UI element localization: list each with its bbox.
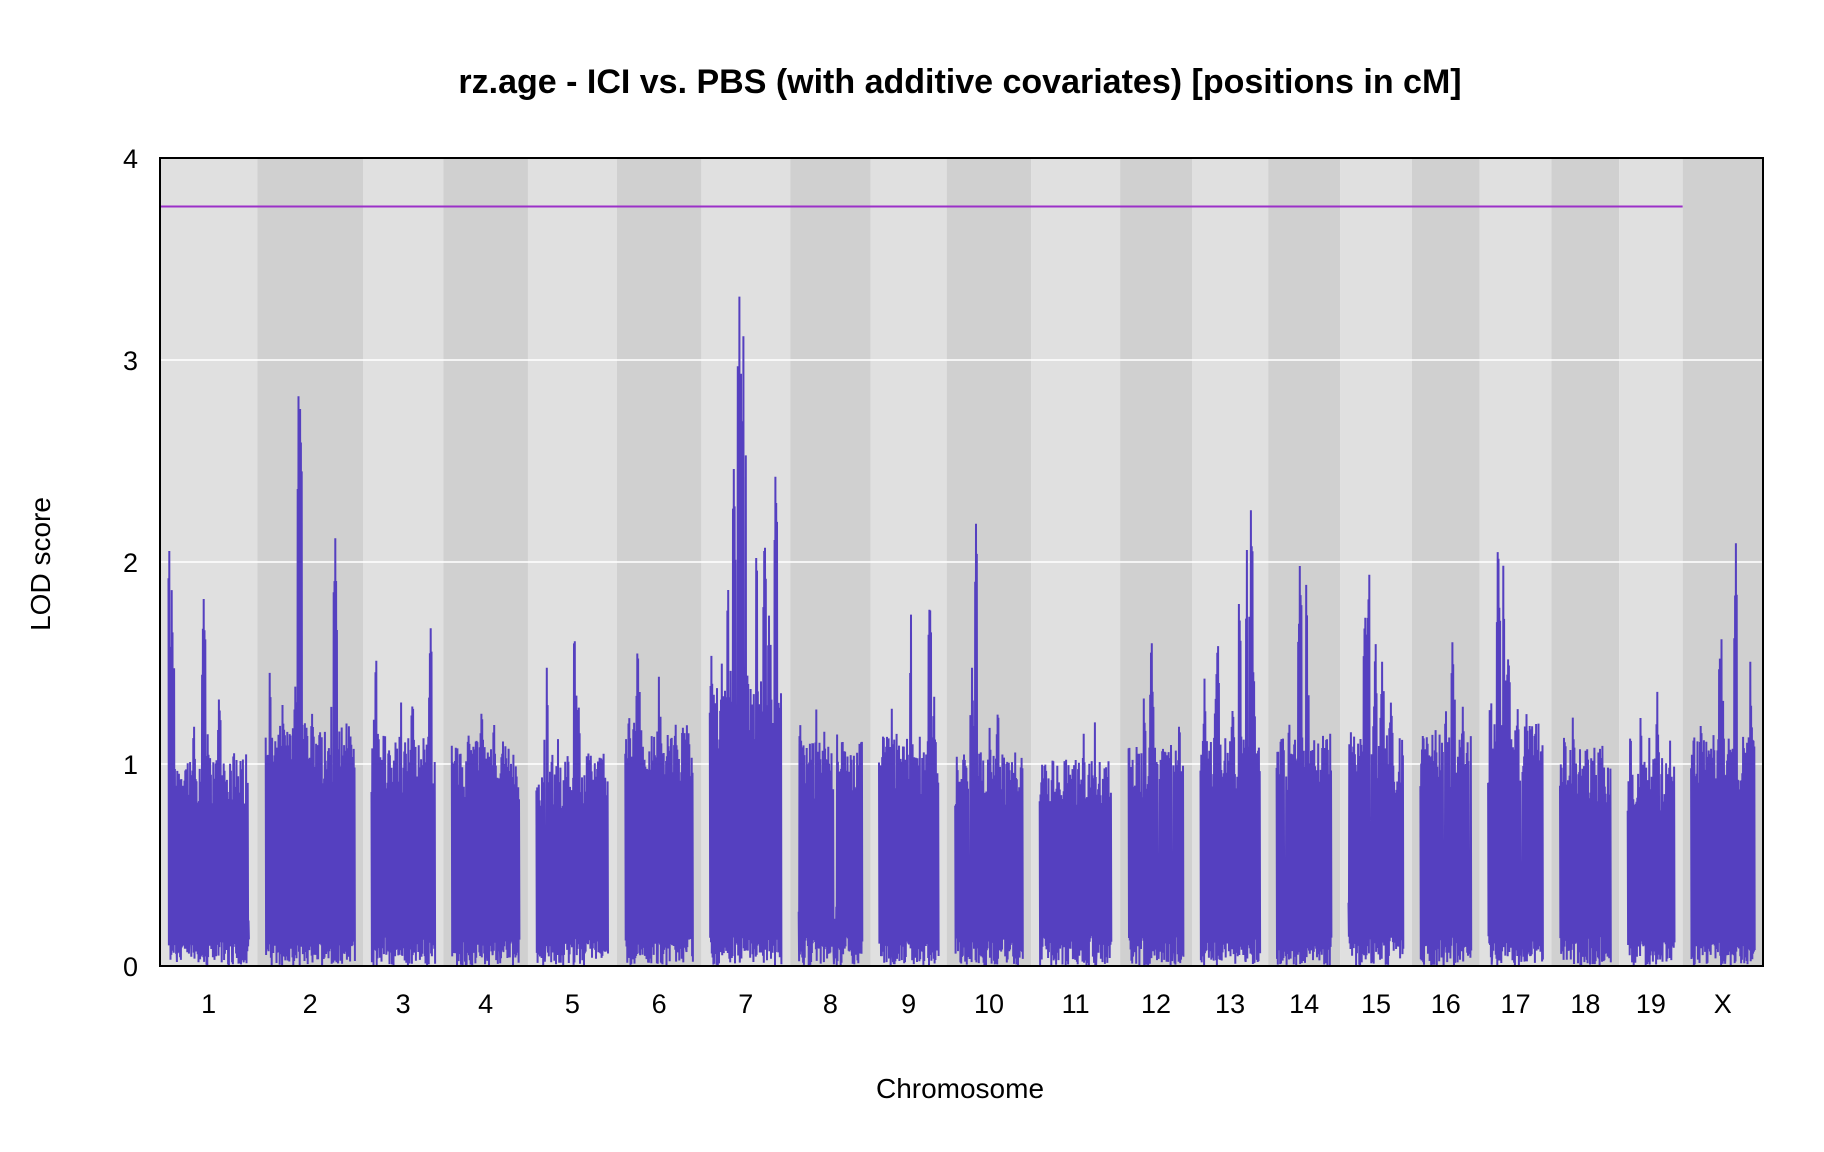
lod-curve-chr-16: [1419, 642, 1473, 966]
lod-curve-chr-2: [264, 396, 356, 966]
x-tick-label: 1: [201, 989, 216, 1019]
lod-curve-chr-19: [1626, 691, 1676, 966]
lod-curve-chr-X: [1690, 543, 1756, 966]
lod-curve-chr-14: [1275, 565, 1333, 966]
y-tick-label: 3: [123, 346, 138, 376]
lod-curve-chr-4: [450, 713, 521, 967]
lod-curve-chr-5: [535, 641, 609, 966]
x-tick-label: 2: [303, 989, 318, 1019]
lod-curve-chr-13: [1199, 510, 1262, 967]
plot-frame: [159, 157, 1764, 967]
x-tick-label: X: [1714, 989, 1732, 1019]
x-tick-label: 8: [823, 989, 838, 1019]
y-tick-label: 0: [123, 952, 138, 982]
lod-curve-chr-10: [954, 523, 1024, 966]
x-tick-label: 5: [565, 989, 580, 1019]
x-axis-label: Chromosome: [876, 1073, 1044, 1104]
lod-curve-chr-1: [167, 550, 250, 966]
x-tick-label: 7: [738, 989, 753, 1019]
x-tick-label: 19: [1636, 989, 1666, 1019]
x-tick-label: 9: [901, 989, 916, 1019]
lod-curve-chr-8: [797, 709, 864, 966]
lod-curve-chr-15: [1347, 574, 1405, 966]
x-tick-label: 14: [1289, 989, 1319, 1019]
lod-curve-chr-7: [708, 296, 783, 966]
lod-curve-chr-18: [1559, 717, 1612, 966]
x-tick-label: 16: [1431, 989, 1461, 1019]
lod-curve-chr-6: [624, 653, 694, 967]
lod-curve-chr-11: [1038, 722, 1113, 967]
chart-title: rz.age - ICI vs. PBS (with additive cova…: [458, 63, 1461, 101]
x-tick-label: 6: [652, 989, 667, 1019]
x-tick-label: 3: [396, 989, 411, 1019]
x-axis-ticks: 1 2 3 4 5 6 7 8 9 10 11 12 13 14 15 16 17 18 19 X: [201, 989, 1732, 1019]
y-tick-label: 2: [123, 548, 138, 578]
lod-curve-chr-9: [878, 609, 940, 966]
x-tick-label: 18: [1570, 989, 1600, 1019]
lod-curve-chr-12: [1127, 643, 1185, 966]
lod-curve-chr-17: [1487, 552, 1544, 966]
y-axis-label: LOD score: [25, 497, 56, 631]
y-tick-label: 4: [123, 144, 138, 174]
y-axis-ticks: 0 1 2 3 4: [123, 144, 138, 982]
x-tick-label: 11: [1062, 989, 1090, 1019]
x-tick-label: 17: [1501, 989, 1531, 1019]
x-tick-label: 12: [1141, 989, 1171, 1019]
x-tick-label: 10: [974, 989, 1004, 1019]
y-tick-label: 1: [123, 750, 138, 780]
x-tick-label: 13: [1215, 989, 1245, 1019]
x-tick-label: 4: [478, 989, 493, 1019]
lod-series: [167, 296, 1756, 967]
x-tick-label: 15: [1361, 989, 1391, 1019]
lod-curve-chr-3: [370, 628, 437, 966]
